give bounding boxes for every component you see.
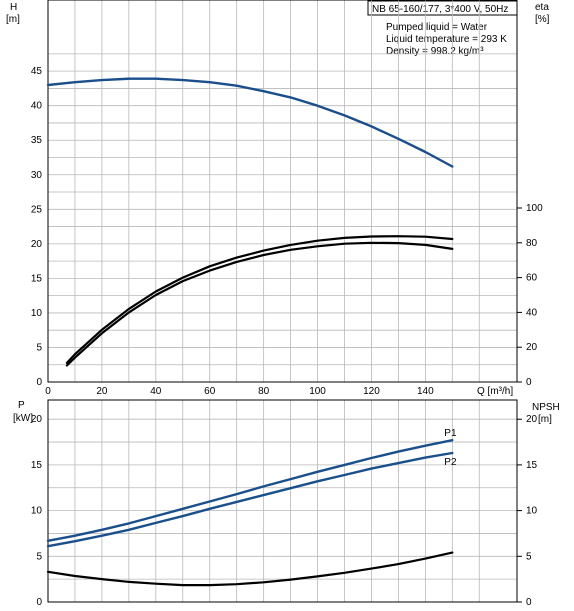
right-tick-1-0: 0 [526,597,532,608]
series-line-1-1 [46,451,454,548]
series-label-P1: P1 [444,428,457,439]
right-axis-unit-bottom: [m] [538,414,552,425]
left-tick-0-5: 25 [31,204,43,215]
left-tick-1-1: 5 [36,551,42,562]
left-axis-label-bottom: P [18,400,25,411]
series-line-0-1 [65,241,454,367]
x-tick-7: 140 [417,386,434,397]
info-line-1: Pumped liquid = Water [386,22,488,33]
plot-frame-0 [47,0,518,383]
right-tick-0-3: 60 [526,273,538,284]
left-tick-1-3: 15 [31,460,43,471]
x-tick-6: 120 [363,386,380,397]
left-tick-0-4: 20 [31,239,43,250]
x-tick-0: 0 [45,386,51,397]
left-axis-label-top: H [10,2,17,13]
right-tick-1-1: 5 [526,551,532,562]
series-line-1-0 [46,439,454,542]
left-axis-unit-top: [m] [6,14,20,25]
left-tick-1-0: 0 [36,597,42,608]
info-line-2: Liquid temperature = 293 K [386,34,507,45]
right-tick-1-3: 15 [526,460,538,471]
right-tick-0-4: 80 [526,238,538,249]
left-tick-0-9: 45 [31,66,43,77]
series-label-P2: P2 [444,457,457,468]
left-tick-0-6: 30 [31,170,43,181]
left-axis-unit-bottom: [kW] [13,413,33,424]
chart-title: NB 65-160/177, 3*400 V, 50Hz [372,4,508,15]
left-tick-0-1: 5 [36,342,42,353]
left-tick-0-8: 40 [31,101,43,112]
left-tick-0-3: 15 [31,273,43,284]
left-tick-1-4: 20 [31,414,43,425]
series-line-0-0 [46,77,454,168]
x-tick-1: 20 [96,386,108,397]
series-line-0-2 [65,235,454,364]
right-axis-unit-top: [%] [535,14,550,25]
axis-titles: H [m] eta [%] Q [m³/h] P [kW] NPSH [m] [6,2,560,425]
x-axis-label: Q [m³/h] [477,386,513,397]
x-tick-4: 80 [258,386,270,397]
left-tick-1-2: 10 [31,506,43,517]
info-line-3: Density = 998.2 kg/m³ [386,46,484,57]
plot-frame-1 [47,399,518,603]
left-tick-0-7: 35 [31,135,43,146]
right-tick-0-2: 40 [526,307,538,318]
x-tick-5: 100 [309,386,326,397]
right-axis-label-top: eta [535,2,549,13]
left-tick-0-0: 0 [36,377,42,388]
right-axis-label-bottom: NPSH [532,402,560,413]
right-tick-0-5: 100 [526,203,543,214]
left-tick-0-2: 10 [31,308,43,319]
x-tick-3: 60 [204,386,216,397]
x-tick-2: 40 [150,386,162,397]
right-tick-0-1: 20 [526,342,538,353]
right-tick-1-2: 10 [526,506,538,517]
series-line-1-2 [46,551,454,587]
right-tick-1-4: 20 [526,414,538,425]
right-tick-0-0: 0 [526,377,532,388]
info-box: NB 65-160/177, 3*400 V, 50Hz Pumped liqu… [367,0,518,57]
